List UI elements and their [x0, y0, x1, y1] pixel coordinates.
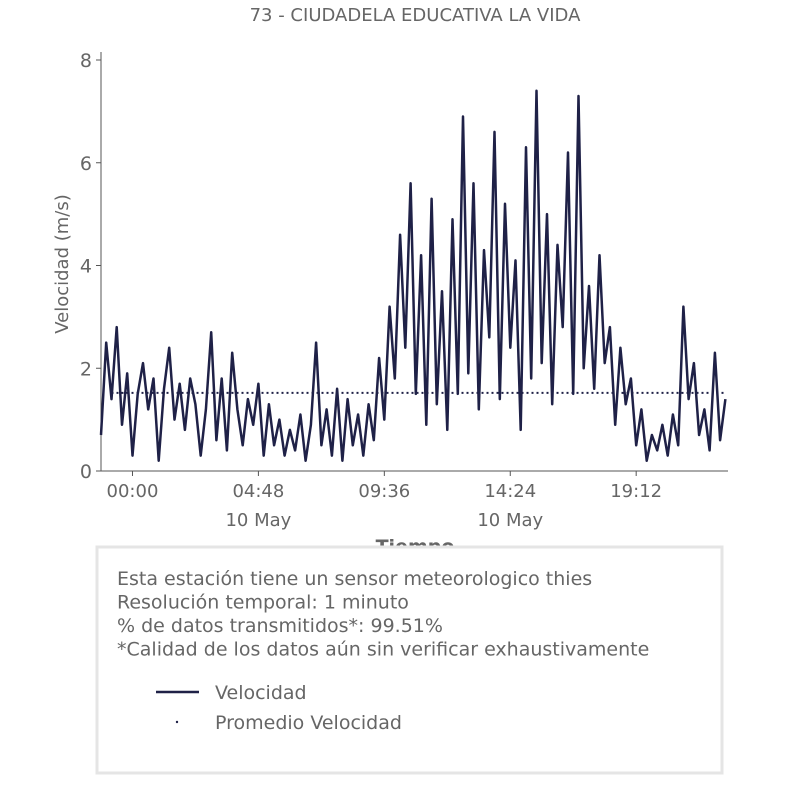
y-tick-label: 2	[80, 358, 92, 380]
info-text: *Calidad de los datos aún sin verificar …	[117, 639, 649, 661]
x-tick-label: 00:00	[107, 481, 159, 502]
x-tick-label: 14:24	[484, 481, 536, 502]
info-text: Esta estación tiene un sensor meteorolog…	[117, 568, 592, 590]
info-text: % de datos transmitidos*: 99.51%	[117, 615, 443, 637]
x-tick-label: 04:48	[232, 481, 284, 502]
y-tick-label: 0	[80, 461, 92, 483]
info-box	[95, 545, 724, 775]
legend-label: Promedio Velocidad	[215, 712, 402, 734]
chart-title: 73 - CIUDADELA EDUCATIVA LA VIDA	[250, 5, 581, 26]
x-tick-label: 09:36	[358, 481, 410, 502]
legend-label: Velocidad	[215, 682, 307, 704]
y-tick-label: 6	[80, 153, 92, 175]
x-tick-date: 10 May	[225, 510, 291, 531]
y-tick-label: 4	[80, 256, 92, 278]
y-axis-label: Velocidad (m/s)	[52, 194, 73, 334]
y-tick-label: 8	[80, 50, 92, 72]
legend-marker	[175, 720, 179, 724]
data-line	[99, 89, 727, 462]
x-tick-date: 10 May	[477, 510, 543, 531]
x-tick-label: 19:12	[610, 481, 662, 502]
info-text: Resolución temporal: 1 minuto	[117, 592, 409, 614]
